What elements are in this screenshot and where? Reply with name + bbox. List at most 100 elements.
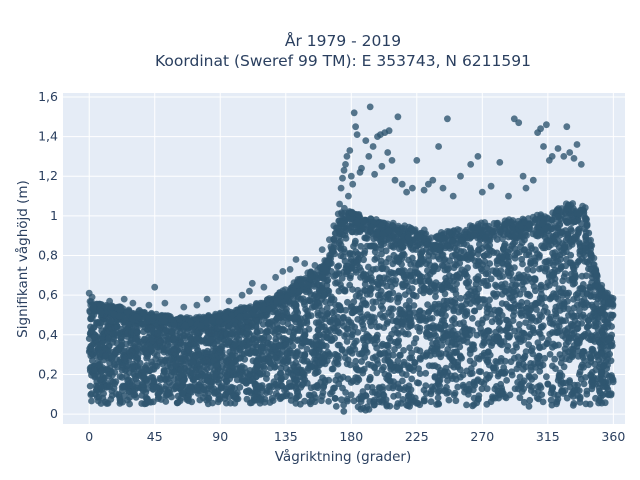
- chart-title-line-2: Koordinat (Sweref 99 TM): E 353743, N 62…: [155, 52, 531, 70]
- data-point: [408, 375, 416, 383]
- data-point: [546, 351, 554, 358]
- data-point: [441, 256, 449, 263]
- data-point: [297, 320, 305, 328]
- data-point: [425, 362, 433, 369]
- data-point: [389, 269, 397, 277]
- data-point: [432, 293, 439, 300]
- data-point: [478, 385, 486, 393]
- data-point: [557, 288, 564, 296]
- data-point: [301, 397, 308, 405]
- data-point: [609, 311, 617, 319]
- data-point: [303, 345, 311, 353]
- data-point: [458, 337, 466, 345]
- data-point: [90, 334, 98, 341]
- data-point: [286, 379, 293, 387]
- data-point: [501, 370, 509, 377]
- data-point: [361, 280, 369, 288]
- data-point: [450, 348, 458, 356]
- data-point: [282, 385, 290, 392]
- data-point: [522, 348, 530, 355]
- data-point: [237, 364, 244, 372]
- data-point: [497, 390, 505, 398]
- data-point: [584, 323, 592, 331]
- data-point: [425, 308, 433, 315]
- data-point: [489, 395, 497, 402]
- data-point: [127, 339, 134, 347]
- data-point: [519, 361, 527, 368]
- data-point: [132, 323, 140, 331]
- data-point: [240, 350, 248, 357]
- data-point: [516, 335, 524, 343]
- data-point: [277, 394, 285, 402]
- data-point: [541, 242, 548, 250]
- data-point: [177, 366, 185, 374]
- data-point: [247, 349, 255, 357]
- data-point: [549, 249, 556, 257]
- data-point: [446, 284, 454, 291]
- data-point: [325, 398, 332, 405]
- data-point: [519, 355, 527, 363]
- data-point: [359, 369, 367, 377]
- data-point: [346, 249, 354, 257]
- data-point: [503, 327, 510, 335]
- data-point: [324, 259, 332, 267]
- data-point: [356, 264, 363, 271]
- data-point: [341, 231, 349, 239]
- data-point: [295, 336, 302, 344]
- data-point: [413, 313, 421, 321]
- data-point: [395, 364, 403, 372]
- data-point: [301, 351, 309, 359]
- data-point: [344, 262, 351, 270]
- data-point: [383, 401, 390, 408]
- data-point: [216, 395, 224, 403]
- data-point: [398, 370, 406, 377]
- data-point: [350, 397, 358, 405]
- data-point: [519, 260, 526, 268]
- data-point: [168, 393, 175, 401]
- data-point: [297, 315, 304, 323]
- data-point: [583, 390, 591, 398]
- data-point: [289, 361, 297, 368]
- data-point: [423, 285, 431, 293]
- data-point: [442, 364, 450, 372]
- data-point: [538, 334, 546, 341]
- data-point: [401, 291, 409, 298]
- data-point: [94, 342, 102, 350]
- data-point: [464, 333, 471, 341]
- data-point: [374, 284, 382, 292]
- data-point: [390, 251, 398, 259]
- data-point: [450, 307, 458, 315]
- data-point: [555, 302, 563, 310]
- data-point: [314, 364, 321, 372]
- data-point: [382, 259, 390, 266]
- data-point: [562, 340, 570, 348]
- data-point: [485, 327, 493, 335]
- data-point: [497, 355, 505, 362]
- data-point: [385, 372, 393, 379]
- data-point: [385, 384, 393, 392]
- data-point: [265, 354, 273, 362]
- data-point: [604, 336, 612, 344]
- data-point: [574, 381, 582, 389]
- data-point: [586, 284, 594, 291]
- data-point: [525, 248, 533, 256]
- data-point: [319, 389, 327, 396]
- data-point: [195, 387, 203, 395]
- data-point: [474, 376, 482, 383]
- data-point: [460, 383, 468, 391]
- data-point: [304, 365, 312, 372]
- data-point: [210, 357, 218, 364]
- data-point: [539, 322, 547, 330]
- data-point: [204, 377, 211, 385]
- data-point: [588, 382, 596, 390]
- data-point: [493, 249, 501, 257]
- data-point: [482, 376, 490, 383]
- data-point: [598, 369, 605, 376]
- data-point: [405, 256, 412, 264]
- data-point: [174, 399, 182, 406]
- data-point: [213, 362, 221, 370]
- data-point: [386, 290, 393, 297]
- data-point: [539, 398, 547, 406]
- data-point: [364, 311, 371, 318]
- data-point: [451, 320, 459, 327]
